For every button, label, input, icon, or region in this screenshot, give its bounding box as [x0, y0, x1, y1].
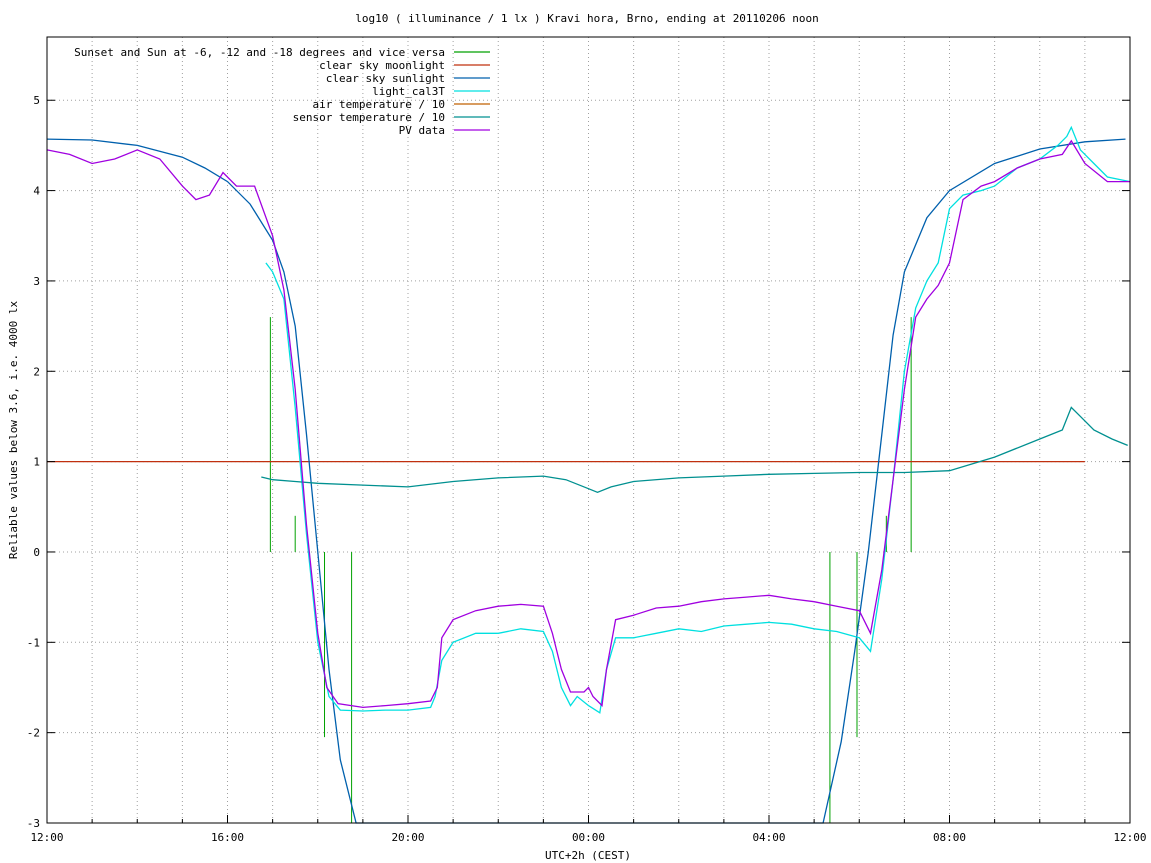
y-tick-label: 3 — [33, 275, 40, 288]
chart-title: log10 ( illuminance / 1 lx ) Kravi hora,… — [355, 12, 819, 25]
x-tick-label: 16:00 — [211, 831, 244, 844]
series-line — [46, 138, 1126, 824]
legend-label: clear sky sunlight — [326, 72, 445, 85]
legend-label: clear sky moonlight — [319, 59, 445, 72]
y-tick-label: 2 — [33, 365, 40, 378]
x-axis-label: UTC+2h (CEST) — [545, 849, 631, 862]
series-line — [261, 406, 1128, 493]
y-tick-label: 1 — [33, 456, 40, 469]
x-tick-label: 12:00 — [30, 831, 63, 844]
axis-ticks: -3 -2 -1 0 1 2 3 4 5 12:00 16:00 20:00 00:00 04:00 08:… — [27, 94, 1147, 844]
y-tick-label: 5 — [33, 94, 40, 107]
legend: Sunset and Sun at -6, -12 and -18 degree… — [74, 46, 490, 137]
legend-label: Sunset and Sun at -6, -12 and -18 degree… — [74, 46, 445, 59]
y-tick-label: 0 — [33, 546, 40, 559]
y-tick-label: -1 — [27, 636, 40, 649]
legend-label: light_cal3T — [372, 85, 445, 98]
series-line — [46, 139, 1130, 709]
x-tick-label: 12:00 — [1113, 831, 1146, 844]
y-tick-label: 4 — [33, 185, 40, 198]
legend-label: PV data — [399, 124, 445, 137]
y-tick-label: -3 — [27, 817, 40, 830]
series-line — [265, 125, 1131, 714]
x-tick-label: 08:00 — [933, 831, 966, 844]
x-tick-label: 00:00 — [572, 831, 605, 844]
grid — [47, 37, 1130, 823]
y-axis-label: Reliable values below 3.6, i.e. 4000 lx — [7, 300, 20, 559]
x-tick-label: 20:00 — [391, 831, 424, 844]
legend-label: sensor temperature / 10 — [293, 111, 445, 124]
legend-label: air temperature / 10 — [313, 98, 445, 111]
y-tick-label: -2 — [27, 727, 40, 740]
series-lines — [46, 125, 1131, 824]
x-tick-label: 04:00 — [752, 831, 785, 844]
